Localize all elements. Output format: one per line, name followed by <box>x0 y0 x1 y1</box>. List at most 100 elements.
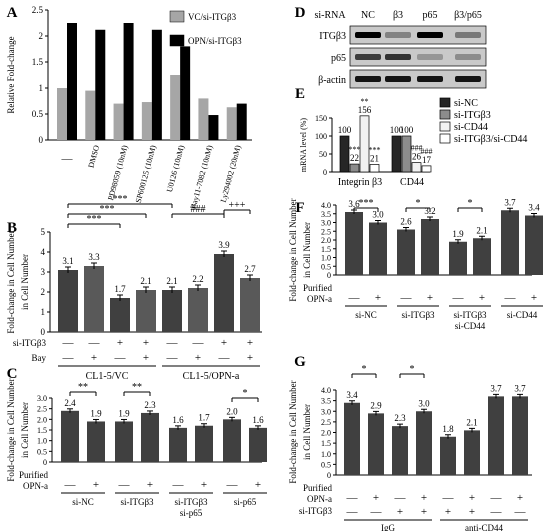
data-label: 3.1 <box>62 256 73 266</box>
row-label: Purified <box>303 283 332 293</box>
data-label: 22 <box>350 153 359 163</box>
y-tick-label: 2 <box>39 31 44 41</box>
y-tick-label: 0 <box>43 458 47 467</box>
row-mark: — <box>64 479 77 491</box>
data-label: 3.7 <box>504 197 516 207</box>
row1-mark: + <box>247 337 253 349</box>
row-mark: + <box>255 479 261 491</box>
group-label: si-ITGβ3 <box>120 497 154 507</box>
row2-mark: — <box>370 506 383 518</box>
row1-mark: + <box>373 492 379 504</box>
row-mark: — <box>348 292 361 304</box>
panel-letter: E <box>295 86 305 102</box>
group-label: si-ITGβ3 <box>453 310 487 320</box>
blot-row-label: p65 <box>331 53 346 64</box>
y-tick-label: 1.5 <box>321 439 331 448</box>
blot-band <box>355 32 381 38</box>
category-label: SP600125 (10nM) <box>134 144 158 204</box>
data-label: 3.4 <box>528 203 540 213</box>
group-label: CL1-5/VC <box>86 371 129 382</box>
bar-0 <box>391 135 402 173</box>
bar <box>464 430 480 475</box>
y-tick-label: 1.5 <box>321 245 331 254</box>
sig-label: ### <box>421 147 433 156</box>
row2-mark: + <box>247 352 253 364</box>
bar <box>214 254 234 332</box>
group-label: si-CD44 <box>455 321 486 331</box>
bar <box>449 241 467 275</box>
bar-1 <box>151 29 162 140</box>
row-mark: — <box>172 479 185 491</box>
y-tick-label: 0.5 <box>321 460 331 469</box>
bar-0 <box>170 75 181 140</box>
data-label: 3.7 <box>490 383 502 393</box>
row-label: OPN-a <box>23 481 48 491</box>
data-label: 2.6 <box>400 217 412 227</box>
row-mark: — <box>452 292 465 304</box>
bar <box>223 419 241 462</box>
y-tick-label: 1.5 <box>37 426 47 435</box>
row1-mark: — <box>394 492 407 504</box>
panel-letter: A <box>7 5 18 21</box>
sig-label: *** <box>369 145 381 154</box>
sig-label: ** <box>132 382 142 393</box>
row2-label: si-ITGβ3 <box>299 506 333 516</box>
category-label: DMSO <box>87 144 102 169</box>
y-tick-label: 4 <box>41 247 46 257</box>
row1-mark: + <box>143 337 149 349</box>
y-tick-label: 1.0 <box>321 254 331 263</box>
row-mark: + <box>93 479 99 491</box>
bar <box>61 410 79 462</box>
data-label: 2.4 <box>64 398 76 408</box>
row2-mark: + <box>143 352 149 364</box>
row-mark: — <box>226 479 239 491</box>
row-label: Purified <box>19 470 48 480</box>
y-axis-label: in Cell Number <box>20 254 30 310</box>
bar-2 <box>411 162 422 173</box>
y-axis-label: in Cell Number <box>302 404 312 460</box>
sig-label: * <box>362 364 367 375</box>
panel-a: A 0 0.5 1 1.5 2 2.5 Relative Fold-change — DMSO PD… <box>6 5 252 210</box>
group-label: si-CD44 <box>507 310 538 320</box>
y-tick-label: 1.5 <box>32 57 44 67</box>
bar-2 <box>359 115 370 173</box>
bar <box>440 436 456 475</box>
sig-label: * <box>416 198 421 209</box>
legend-swatch <box>439 121 451 132</box>
legend-label: si-ITGβ3 <box>454 110 491 121</box>
group-label: si-ITGβ3 <box>401 310 435 320</box>
sig-label: *** <box>100 204 115 215</box>
blot-band <box>455 32 481 38</box>
row1-label: OPN-a <box>307 494 332 504</box>
row1-mark: — <box>346 492 359 504</box>
data-label: 3.3 <box>88 252 100 262</box>
panel-letter: C <box>7 366 18 382</box>
data-label: 3.7 <box>514 383 526 393</box>
blot-band <box>455 54 481 60</box>
y-tick-label: 2.5 <box>321 418 331 427</box>
blot-band <box>355 76 381 82</box>
data-label: 3.6 <box>348 199 360 209</box>
y-axis-label: Relative Fold-change <box>6 36 16 113</box>
blot-band <box>385 76 411 82</box>
row1-mark: + <box>421 492 427 504</box>
row1-label: si-ITGβ3 <box>13 338 47 348</box>
y-tick-label: 2.0 <box>321 236 331 245</box>
bar <box>344 402 360 475</box>
data-label: 3.0 <box>372 210 384 220</box>
y-tick-label: 2.5 <box>37 405 47 414</box>
y-tick-label: 2 <box>41 287 46 297</box>
bar <box>141 412 159 462</box>
bar <box>249 427 267 462</box>
bar-1 <box>208 115 219 140</box>
row-mark: — <box>504 292 517 304</box>
panel-letter: B <box>7 220 17 236</box>
blot-band <box>455 76 481 82</box>
sig-label: ### <box>411 144 423 153</box>
row1-mark: + <box>469 492 475 504</box>
row2-mark: + <box>397 506 403 518</box>
row1-mark: + <box>117 337 123 349</box>
sig-label: *** <box>113 194 128 205</box>
